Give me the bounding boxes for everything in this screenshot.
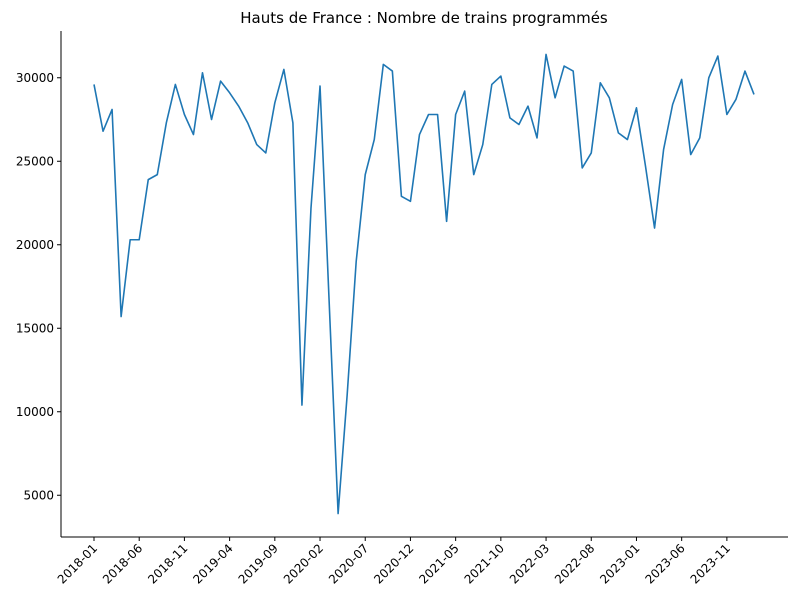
x-tick-label: 2020-07: [326, 541, 371, 586]
x-tick-label: 2023-06: [642, 541, 687, 586]
series-line: [93, 53, 755, 515]
y-tick-label: 25000: [16, 154, 54, 168]
x-tick-label: 2018-06: [100, 541, 145, 586]
y-tick-label: 20000: [16, 238, 54, 252]
x-tick-label: 2021-10: [462, 541, 507, 586]
y-tick-label: 10000: [16, 405, 54, 419]
x-tick-label: 2019-04: [190, 541, 235, 586]
chart-title: Hauts de France : Nombre de trains progr…: [240, 9, 608, 27]
y-ticks: 5000 10000 15000 20000 25000 30000: [16, 71, 61, 502]
y-tick-label: 30000: [16, 71, 54, 85]
x-tick-label: 2021-05: [416, 541, 461, 586]
x-tick-label: 2020-02: [281, 541, 326, 586]
axes: [60, 31, 788, 538]
y-tick-label: 5000: [23, 488, 54, 502]
x-tick-label: 2019-09: [236, 541, 281, 586]
x-tick-label: 2018-01: [55, 541, 100, 586]
x-tick-label: 2023-11: [688, 541, 733, 586]
x-tick-label: 2022-03: [507, 541, 552, 586]
x-tick-label: 2022-08: [552, 541, 597, 586]
x-ticks: 2018-01 2018-06 2018-11 2019-04 2019-09 2020-…: [55, 537, 733, 587]
x-tick-label: 2020-12: [371, 541, 416, 586]
x-tick-label: 2018-11: [145, 541, 190, 586]
x-tick-label: 2023-01: [597, 541, 642, 586]
y-tick-label: 15000: [16, 321, 54, 335]
